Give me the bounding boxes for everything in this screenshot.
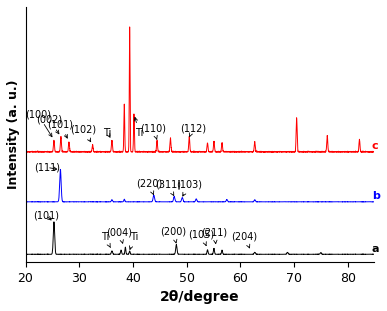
Text: (211): (211) bbox=[201, 227, 228, 244]
X-axis label: 2θ/degree: 2θ/degree bbox=[160, 290, 240, 304]
Text: Ti: Ti bbox=[134, 118, 144, 138]
Text: (112): (112) bbox=[180, 123, 206, 137]
Text: (100): (100) bbox=[25, 109, 52, 137]
Text: (002): (002) bbox=[37, 115, 63, 134]
Text: (004): (004) bbox=[106, 227, 132, 243]
Text: Ti: Ti bbox=[103, 128, 112, 138]
Text: c: c bbox=[372, 141, 378, 151]
Text: (101): (101) bbox=[47, 119, 74, 138]
Text: b: b bbox=[372, 191, 380, 201]
Text: (105): (105) bbox=[188, 230, 215, 245]
Text: (101): (101) bbox=[33, 211, 59, 220]
Text: (103): (103) bbox=[176, 179, 202, 196]
Text: (200): (200) bbox=[160, 227, 186, 243]
Text: (311): (311) bbox=[155, 180, 181, 196]
Text: Ti: Ti bbox=[101, 232, 110, 248]
Text: (111): (111) bbox=[34, 162, 60, 172]
Text: Ti: Ti bbox=[129, 232, 138, 249]
Text: (204): (204) bbox=[231, 231, 258, 248]
Text: (102): (102) bbox=[70, 125, 96, 142]
Text: (220): (220) bbox=[136, 179, 162, 195]
Text: (110): (110) bbox=[140, 124, 166, 139]
Text: a: a bbox=[372, 244, 379, 253]
Y-axis label: Intensity (a. u.): Intensity (a. u.) bbox=[7, 80, 20, 189]
